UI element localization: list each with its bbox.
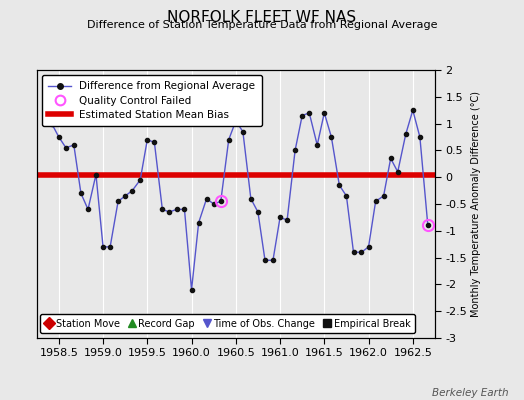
- Text: Difference of Station Temperature Data from Regional Average: Difference of Station Temperature Data f…: [87, 20, 437, 30]
- Y-axis label: Monthly Temperature Anomaly Difference (°C): Monthly Temperature Anomaly Difference (…: [471, 91, 481, 317]
- Text: NORFOLK FLEET WF NAS: NORFOLK FLEET WF NAS: [168, 10, 356, 25]
- Legend: Station Move, Record Gap, Time of Obs. Change, Empirical Break: Station Move, Record Gap, Time of Obs. C…: [40, 314, 416, 334]
- Text: Berkeley Earth: Berkeley Earth: [432, 388, 508, 398]
